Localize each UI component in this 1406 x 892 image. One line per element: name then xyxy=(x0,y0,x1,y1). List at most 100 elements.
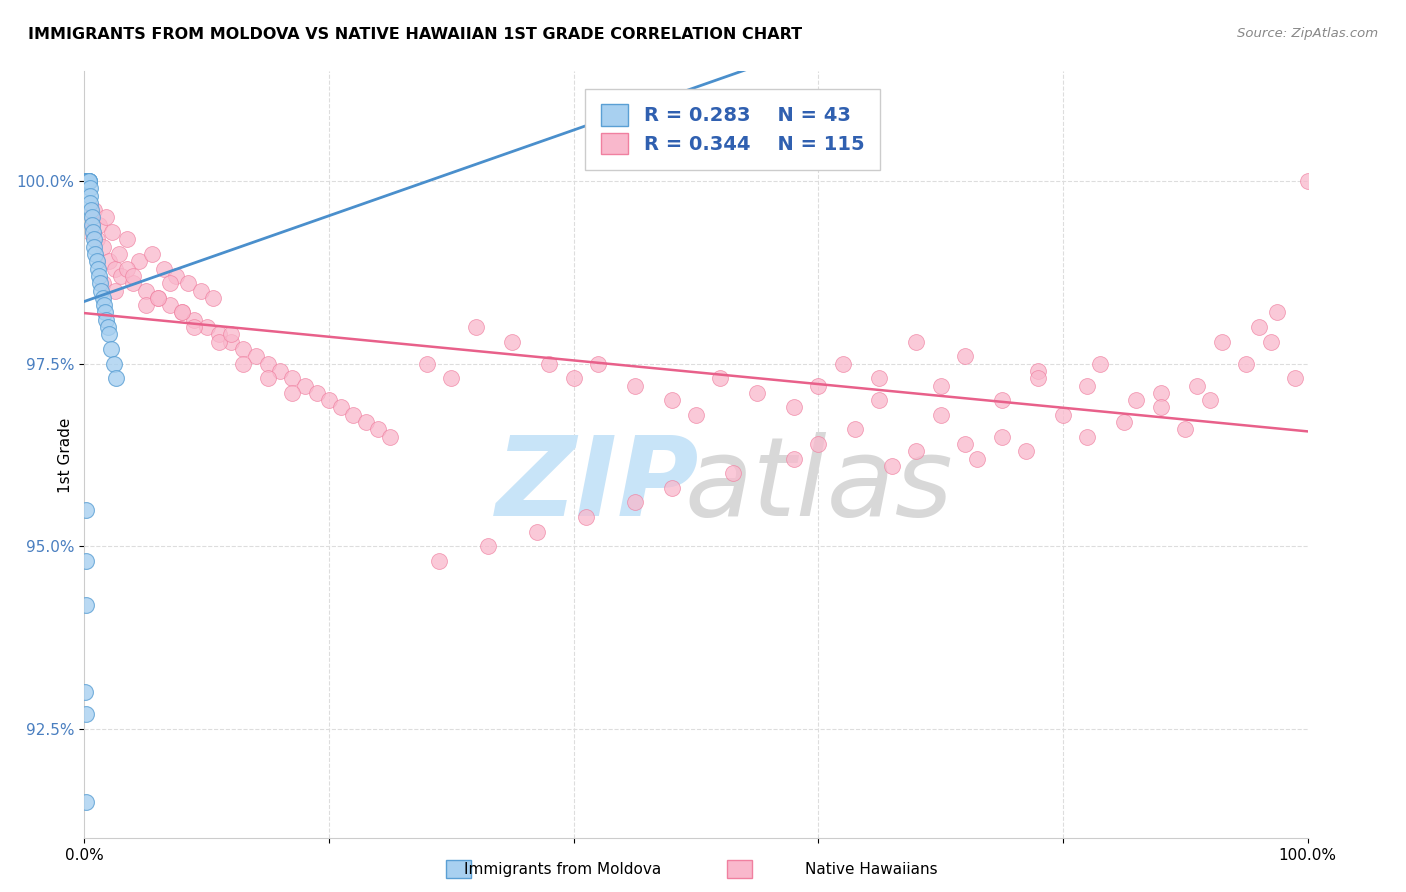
Point xyxy=(79,188,101,202)
Point xyxy=(83,240,105,254)
Point xyxy=(77,174,100,188)
Point xyxy=(128,254,150,268)
Text: ZIP: ZIP xyxy=(496,432,700,539)
Point xyxy=(190,284,212,298)
Point xyxy=(82,225,104,239)
Point xyxy=(330,401,353,415)
Point xyxy=(91,277,114,291)
Point xyxy=(929,378,952,392)
Point xyxy=(721,466,744,480)
Y-axis label: 1st Grade: 1st Grade xyxy=(58,417,73,492)
Point xyxy=(305,385,328,400)
Point xyxy=(905,444,928,458)
Point xyxy=(195,320,218,334)
Point xyxy=(75,554,97,568)
Point xyxy=(201,291,224,305)
Point xyxy=(1052,408,1074,422)
Point xyxy=(1088,357,1111,371)
Point xyxy=(562,371,585,385)
Point xyxy=(87,268,110,283)
Point xyxy=(103,357,125,371)
Bar xyxy=(446,860,471,878)
Point xyxy=(624,378,647,392)
Point xyxy=(1150,401,1173,415)
Point xyxy=(929,408,952,422)
Point xyxy=(97,254,120,268)
Point xyxy=(661,393,683,408)
Point xyxy=(342,408,364,422)
Point xyxy=(807,437,830,451)
Point xyxy=(661,481,683,495)
Point xyxy=(115,261,138,276)
Point xyxy=(89,277,111,291)
Text: Source: ZipAtlas.com: Source: ZipAtlas.com xyxy=(1237,27,1378,40)
Point xyxy=(122,268,145,283)
Point xyxy=(538,357,561,371)
Point xyxy=(76,174,98,188)
Point xyxy=(869,371,891,385)
Point xyxy=(783,451,806,466)
Point xyxy=(122,277,145,291)
Point xyxy=(905,334,928,349)
Point xyxy=(75,685,97,699)
Point xyxy=(1296,174,1319,188)
Point xyxy=(93,298,115,312)
Point xyxy=(97,327,120,342)
Point xyxy=(96,211,118,225)
Point xyxy=(953,349,976,363)
Point xyxy=(281,371,304,385)
Point xyxy=(94,305,117,319)
Point xyxy=(90,284,112,298)
Point xyxy=(75,502,97,516)
Point xyxy=(1247,320,1270,334)
Point xyxy=(831,357,853,371)
Point xyxy=(294,378,316,392)
Point xyxy=(75,174,97,188)
Point xyxy=(427,554,450,568)
Text: Native Hawaiians: Native Hawaiians xyxy=(806,863,938,877)
Point xyxy=(77,174,100,188)
Point xyxy=(526,524,548,539)
Point xyxy=(146,291,169,305)
Point xyxy=(135,284,157,298)
Point xyxy=(79,181,101,195)
Point xyxy=(991,430,1014,444)
Point xyxy=(1211,334,1233,349)
Point xyxy=(91,240,114,254)
Point xyxy=(80,203,103,218)
Point xyxy=(79,195,101,210)
Point xyxy=(440,371,463,385)
Point xyxy=(77,174,100,188)
Point xyxy=(208,334,231,349)
Point xyxy=(880,458,903,473)
Point xyxy=(1284,371,1306,385)
Point xyxy=(177,277,200,291)
Point xyxy=(84,247,107,261)
Point xyxy=(101,225,124,239)
Point xyxy=(1260,334,1282,349)
Point xyxy=(79,225,101,239)
Point xyxy=(87,261,110,276)
Point xyxy=(83,232,105,246)
Point xyxy=(953,437,976,451)
Text: IMMIGRANTS FROM MOLDOVA VS NATIVE HAWAIIAN 1ST GRADE CORRELATION CHART: IMMIGRANTS FROM MOLDOVA VS NATIVE HAWAII… xyxy=(28,27,803,42)
Point xyxy=(685,408,707,422)
Point xyxy=(380,430,402,444)
Point xyxy=(1198,393,1220,408)
Point xyxy=(991,393,1014,408)
Text: Immigrants from Moldova: Immigrants from Moldova xyxy=(464,863,661,877)
Point xyxy=(96,312,118,326)
Point xyxy=(844,422,866,436)
Point xyxy=(104,261,127,276)
Point xyxy=(86,232,108,246)
Point xyxy=(1076,378,1098,392)
Point xyxy=(502,334,524,349)
Point xyxy=(172,305,194,319)
Text: atlas: atlas xyxy=(683,432,953,539)
Point xyxy=(100,342,122,356)
Point xyxy=(77,211,100,225)
Point xyxy=(747,385,769,400)
Point xyxy=(91,291,114,305)
Point xyxy=(869,393,891,408)
Legend: R = 0.283    N = 43, R = 0.344    N = 115: R = 0.283 N = 43, R = 0.344 N = 115 xyxy=(585,88,880,170)
